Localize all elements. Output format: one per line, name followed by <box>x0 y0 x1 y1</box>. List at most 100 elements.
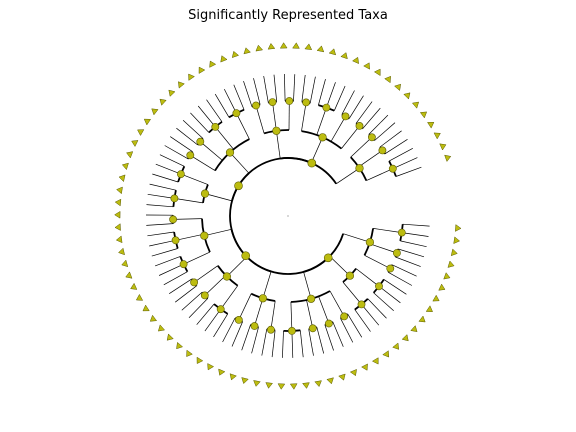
tree-node-19 <box>190 278 198 287</box>
tree-leaf-32 <box>157 324 166 332</box>
tree-edge-46 <box>282 330 284 358</box>
tree-leaf-14 <box>361 363 368 371</box>
tree-root-point <box>287 215 289 217</box>
tree-edge-21 <box>378 286 401 304</box>
tree-edge-6 <box>401 232 429 237</box>
tree-edge-75 <box>174 285 197 303</box>
tree-leaf-27 <box>207 363 215 371</box>
tree-edge-57 <box>241 324 251 351</box>
tree-leaf-59 <box>231 50 240 58</box>
tree-edge-103 <box>152 173 179 183</box>
tree-leaf-29 <box>186 349 193 357</box>
tree-edge-1 <box>343 233 371 243</box>
tree-edge-159 <box>362 107 381 129</box>
tree-edge-11 <box>395 256 421 267</box>
tree-leaf-16 <box>338 373 346 381</box>
tree-edge-81 <box>163 271 188 286</box>
tree-leaf-43 <box>114 198 122 207</box>
tree-leaf-65 <box>304 43 313 51</box>
tree-leaf-10 <box>401 334 409 342</box>
tree-leaf-74 <box>403 92 411 100</box>
tree-edge-30 <box>329 290 345 317</box>
tree-edge-73 <box>193 265 219 283</box>
tree-edge-91 <box>146 223 174 226</box>
tree-edge-104 <box>155 163 182 175</box>
tree-node-22 <box>171 236 180 245</box>
tree-leaf-9 <box>410 325 418 333</box>
tree-edge-131 <box>243 80 253 107</box>
tree-leaf-36 <box>130 282 138 290</box>
tree-leaf-42 <box>114 210 121 219</box>
tree-edge-64 <box>220 285 238 310</box>
tree-leaf-46 <box>121 162 129 171</box>
tree-leaf-64 <box>292 42 300 49</box>
tree-edge-14 <box>392 264 417 277</box>
tree-edge-110 <box>164 145 189 160</box>
tree-node-48 <box>307 158 317 168</box>
tree-arc-0 <box>303 233 345 273</box>
tree-edge-99 <box>147 193 175 199</box>
tree-edge-40 <box>316 327 325 354</box>
tree-edge-89 <box>173 218 203 220</box>
tree-leaf-6 <box>432 294 440 302</box>
tree-edge-50 <box>270 300 276 330</box>
tree-edge-105 <box>159 154 185 167</box>
tree-edge-147 <box>316 107 327 136</box>
tree-edge-118 <box>190 112 210 133</box>
tree-node-41 <box>341 112 350 121</box>
tree-edge-8 <box>369 243 398 254</box>
tree-leaf-71 <box>373 68 381 77</box>
tree-edge-61 <box>222 317 236 343</box>
tree-edge-160 <box>336 167 360 185</box>
tree-leaf-30 <box>176 341 184 350</box>
tree-edge-60 <box>231 321 243 347</box>
tree-edge-72 <box>181 292 203 311</box>
tree-edge-119 <box>197 105 216 128</box>
tree-leaf-55 <box>188 73 195 81</box>
tree-node-17 <box>216 305 225 314</box>
tree-node-21 <box>179 260 188 269</box>
tree-node-13 <box>266 325 275 334</box>
tree-node-15 <box>234 315 243 324</box>
tree-edge-52 <box>271 330 276 358</box>
tree-leaf-79 <box>439 143 447 151</box>
tree-node-43 <box>318 133 327 142</box>
tree-leaf-28 <box>196 356 204 364</box>
tree-edge-101 <box>180 173 209 185</box>
tree-leaf-62 <box>267 42 276 50</box>
tree-edge-38 <box>306 299 314 329</box>
tree-leaf-69 <box>351 56 360 65</box>
tree-node-42 <box>355 122 364 130</box>
tree-leaf-72 <box>384 75 391 84</box>
tree-leaf-15 <box>349 368 357 377</box>
tree-leaf-57 <box>209 60 217 68</box>
tree-edge-120 <box>206 99 223 123</box>
tree-edge-10 <box>398 248 425 258</box>
tree-edge-115 <box>182 120 204 139</box>
tree-edge-84 <box>175 233 204 241</box>
tree-leaf-70 <box>363 62 370 70</box>
tree-leaf-53 <box>168 89 176 97</box>
tree-edge-3 <box>373 228 402 233</box>
tree-edge-139 <box>284 73 286 102</box>
tree-leaf-31 <box>166 333 174 341</box>
tree-edge-156 <box>341 125 360 149</box>
tree-edge-18 <box>355 268 380 287</box>
tree-leaf-58 <box>220 55 228 63</box>
tree-node-5 <box>357 300 366 309</box>
tree-edge-33 <box>340 318 354 343</box>
tree-node-47 <box>355 164 364 173</box>
tree-edge-116 <box>215 126 234 150</box>
tree-leaf-52 <box>159 98 167 106</box>
tree-edge-164 <box>368 114 389 135</box>
tree-leaf-8 <box>418 315 426 323</box>
tree-edge-58 <box>238 293 252 321</box>
tree-node-11 <box>307 294 316 303</box>
tree-node-45 <box>378 146 387 155</box>
tree-leaf-60 <box>243 47 251 55</box>
tree-leaf-45 <box>118 174 126 183</box>
tree-edge-162 <box>350 137 373 158</box>
tree-leaf-61 <box>255 44 264 52</box>
tree-leaf-17 <box>326 377 334 385</box>
tree-leaf-47 <box>126 151 134 159</box>
